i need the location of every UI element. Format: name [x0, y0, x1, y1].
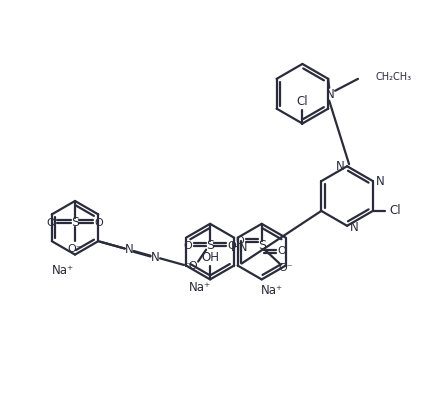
Text: N: N [124, 243, 133, 256]
Text: Cl: Cl [296, 95, 307, 108]
Text: N: N [325, 88, 334, 101]
Text: CH₂CH₃: CH₂CH₃ [375, 72, 411, 82]
Text: S: S [71, 216, 79, 229]
Text: O: O [227, 241, 236, 251]
Text: Cl: Cl [388, 204, 399, 217]
Text: O: O [47, 218, 56, 228]
Text: N: N [335, 160, 344, 173]
Text: HN: HN [230, 241, 248, 254]
Text: O: O [184, 241, 192, 251]
Text: S: S [257, 239, 265, 252]
Text: OH: OH [201, 251, 219, 264]
Text: ⁻O: ⁻O [183, 261, 197, 271]
Text: O: O [94, 218, 103, 228]
Text: Na⁺: Na⁺ [260, 284, 282, 297]
Text: N: N [374, 175, 383, 188]
Text: N: N [151, 250, 159, 263]
Text: S: S [205, 239, 214, 252]
Text: Na⁺: Na⁺ [52, 264, 74, 277]
Text: O: O [235, 236, 244, 246]
Text: Na⁺: Na⁺ [189, 281, 211, 294]
Text: O⁻: O⁻ [67, 244, 82, 254]
Text: O: O [276, 246, 285, 256]
Text: N: N [349, 221, 357, 234]
Text: O⁻: O⁻ [278, 263, 292, 273]
